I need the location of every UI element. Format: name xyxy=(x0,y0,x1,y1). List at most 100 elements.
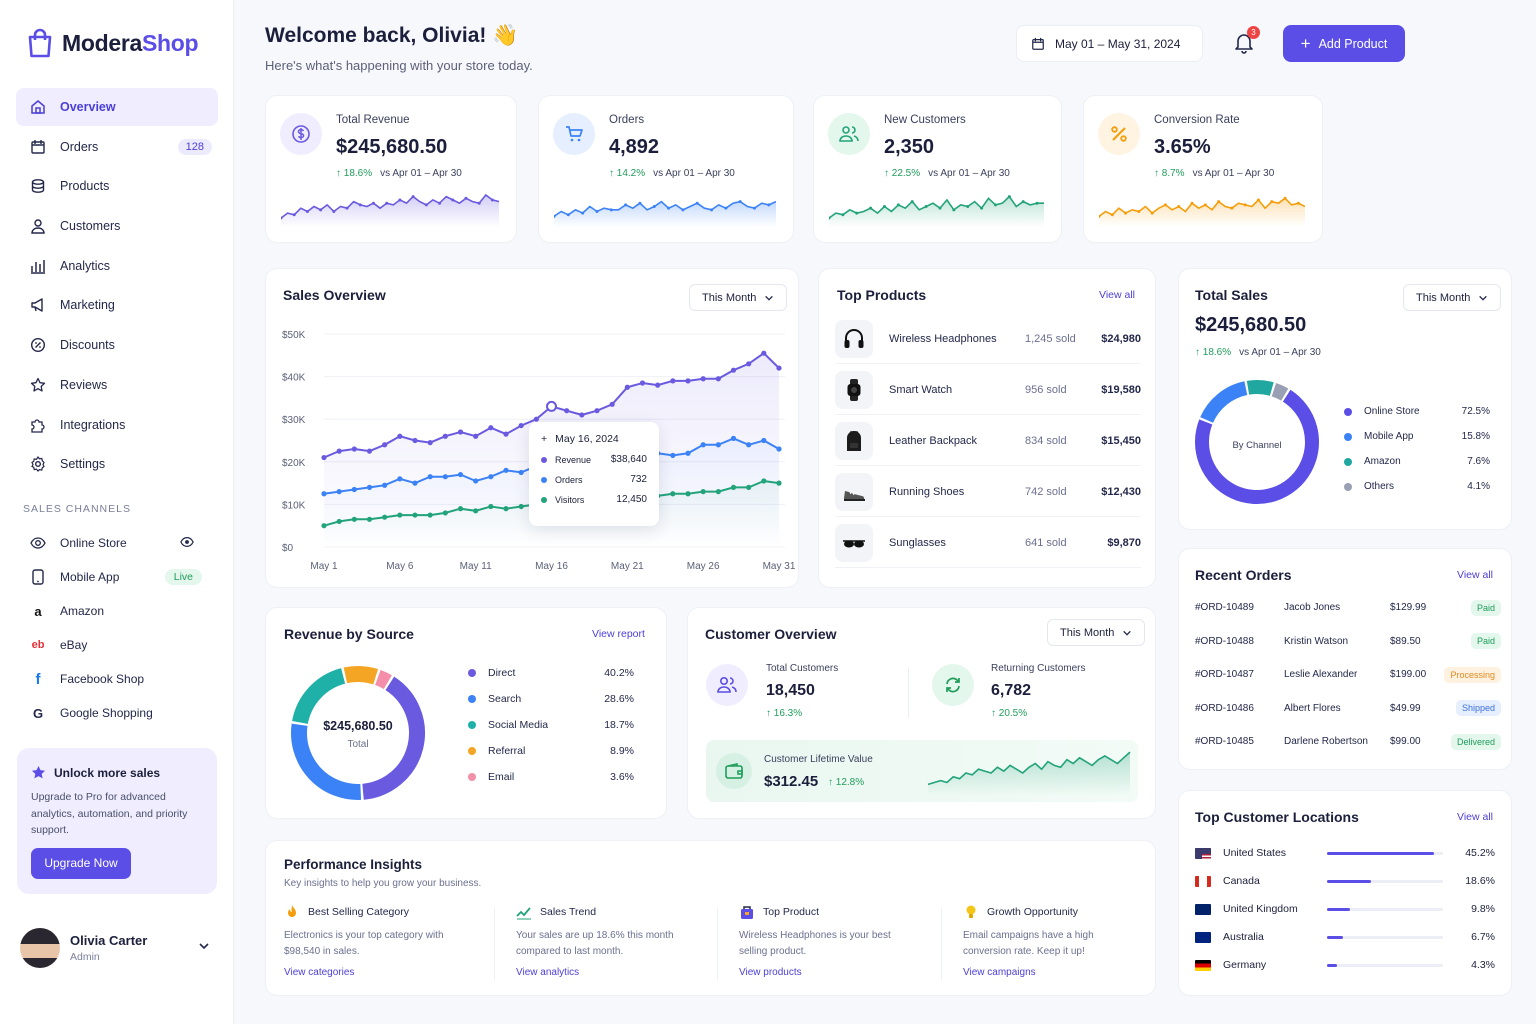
location-row[interactable]: Germany 4.3% xyxy=(1195,959,1495,971)
data-point[interactable] xyxy=(776,365,782,371)
data-point[interactable] xyxy=(442,510,448,516)
data-point[interactable] xyxy=(321,523,327,529)
data-point[interactable] xyxy=(503,467,509,473)
data-point[interactable] xyxy=(533,416,539,422)
data-point[interactable] xyxy=(351,516,357,522)
insight-link[interactable]: View analytics xyxy=(516,967,580,978)
product-row[interactable]: Sunglasses 641 sold $9,870 xyxy=(835,518,1141,568)
data-point[interactable] xyxy=(715,489,721,495)
data-point[interactable] xyxy=(382,514,388,520)
locations-view-all[interactable]: View all xyxy=(1457,811,1493,823)
order-row[interactable]: #ORD-10486 Albert Flores $49.99 Shipped xyxy=(1195,700,1501,716)
channel-amazon[interactable]: a Amazon xyxy=(16,594,218,628)
data-point[interactable] xyxy=(685,491,691,497)
logo[interactable]: ModeraShop xyxy=(26,28,199,58)
eye-icon[interactable] xyxy=(180,535,194,552)
data-point[interactable] xyxy=(564,408,570,414)
product-row[interactable]: Leather Backpack 834 sold $15,450 xyxy=(835,416,1141,466)
product-row[interactable]: Smart Watch 956 sold $19,580 xyxy=(835,365,1141,415)
sales-period-dropdown[interactable]: This Month xyxy=(689,284,788,311)
nav-overview[interactable]: Overview xyxy=(16,88,218,126)
data-point[interactable] xyxy=(366,448,373,454)
data-point[interactable] xyxy=(715,442,721,448)
data-point[interactable] xyxy=(670,378,676,384)
nav-customers[interactable]: Customers xyxy=(16,207,218,245)
donut-slice[interactable] xyxy=(1246,380,1274,396)
data-point[interactable] xyxy=(700,376,706,382)
data-point[interactable] xyxy=(715,376,721,382)
data-point[interactable] xyxy=(427,440,433,446)
customer-period-dropdown[interactable]: This Month xyxy=(1047,619,1146,646)
nav-reviews[interactable]: Reviews xyxy=(16,366,218,404)
data-point[interactable] xyxy=(321,491,327,497)
data-point[interactable] xyxy=(427,474,433,480)
donut-slice[interactable] xyxy=(343,666,379,685)
nav-discounts[interactable]: Discounts xyxy=(16,326,218,364)
data-point[interactable] xyxy=(382,482,388,488)
data-point[interactable] xyxy=(336,518,342,525)
data-point[interactable] xyxy=(366,516,373,522)
data-point[interactable] xyxy=(700,442,706,448)
donut-slice[interactable] xyxy=(292,668,346,725)
donut-slice[interactable] xyxy=(291,723,362,800)
data-point[interactable] xyxy=(670,452,676,459)
data-point[interactable] xyxy=(776,446,782,452)
data-point[interactable] xyxy=(685,450,691,456)
recent-orders-view-all[interactable]: View all xyxy=(1457,569,1493,581)
data-point[interactable] xyxy=(427,512,433,518)
data-point[interactable] xyxy=(336,489,342,495)
data-point[interactable] xyxy=(685,378,691,384)
location-row[interactable]: Canada 18.6% xyxy=(1195,875,1495,887)
data-point[interactable] xyxy=(639,380,646,386)
data-point[interactable] xyxy=(655,382,661,388)
nav-integrations[interactable]: Integrations xyxy=(16,406,218,444)
data-point[interactable] xyxy=(761,350,767,356)
donut-slice[interactable] xyxy=(375,669,392,690)
insight-link[interactable]: View products xyxy=(739,967,802,978)
data-point[interactable] xyxy=(397,433,403,439)
data-point[interactable] xyxy=(473,433,479,439)
data-point[interactable] xyxy=(746,442,752,448)
location-row[interactable]: Australia 6.7% xyxy=(1195,931,1495,943)
donut-slice[interactable] xyxy=(1271,383,1289,401)
data-point[interactable] xyxy=(546,400,557,412)
nav-orders[interactable]: Orders 128 xyxy=(16,128,218,166)
chevron-down-icon[interactable] xyxy=(198,940,210,952)
date-range-picker[interactable]: May 01 – May 31, 2024 xyxy=(1016,25,1203,62)
channel-google[interactable]: G Google Shopping xyxy=(16,696,218,730)
data-point[interactable] xyxy=(518,469,524,476)
data-point[interactable] xyxy=(351,486,357,493)
order-row[interactable]: #ORD-10489 Jacob Jones $129.99 Paid xyxy=(1195,599,1501,616)
data-point[interactable] xyxy=(351,446,357,452)
donut-slice[interactable] xyxy=(1200,381,1248,424)
nav-settings[interactable]: Settings xyxy=(16,445,218,483)
nav-marketing[interactable]: Marketing xyxy=(16,286,218,324)
location-row[interactable]: United States 45.2% xyxy=(1195,847,1495,859)
user-profile[interactable]: Olivia Carter Admin xyxy=(20,928,216,968)
insight-link[interactable]: View campaigns xyxy=(963,967,1036,978)
channel-facebook[interactable]: f Facebook Shop xyxy=(16,662,218,696)
data-point[interactable] xyxy=(412,437,418,444)
data-point[interactable] xyxy=(700,489,706,495)
data-point[interactable] xyxy=(594,408,600,414)
data-point[interactable] xyxy=(730,435,737,441)
data-point[interactable] xyxy=(397,512,403,518)
data-point[interactable] xyxy=(397,476,403,482)
location-row[interactable]: United Kingdom 9.8% xyxy=(1195,903,1495,915)
order-row[interactable]: #ORD-10488 Kristin Watson $89.50 Paid xyxy=(1195,633,1501,649)
data-point[interactable] xyxy=(366,484,373,490)
data-point[interactable] xyxy=(730,484,737,490)
data-point[interactable] xyxy=(579,412,585,418)
add-product-button[interactable]: + Add Product xyxy=(1283,25,1405,62)
data-point[interactable] xyxy=(442,433,448,439)
nav-products[interactable]: Products xyxy=(16,167,218,205)
order-row[interactable]: #ORD-10485 Darlene Robertson $99.00 Deli… xyxy=(1195,733,1501,750)
donut-slice[interactable] xyxy=(362,676,425,800)
data-point[interactable] xyxy=(412,512,418,518)
insight-link[interactable]: View categories xyxy=(284,967,355,978)
channel-ebay[interactable]: eb eBay xyxy=(16,628,218,662)
data-point[interactable] xyxy=(761,437,767,444)
total-sales-period-dropdown[interactable]: This Month xyxy=(1403,284,1502,311)
data-point[interactable] xyxy=(670,491,676,497)
data-point[interactable] xyxy=(442,474,448,480)
